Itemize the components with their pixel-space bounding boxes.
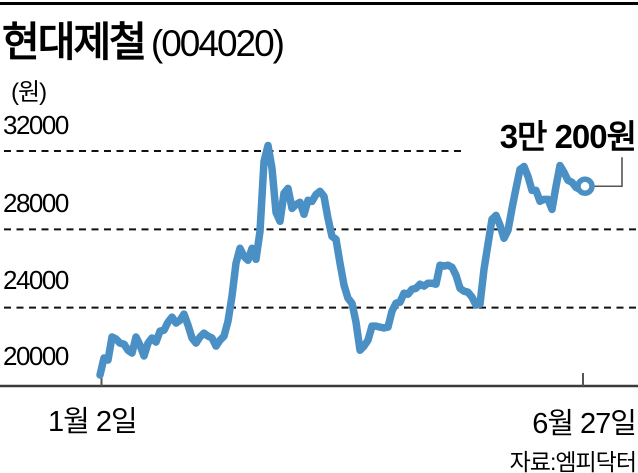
source-credit: 자료:엠피닥터 [509,449,637,473]
stock-name: 현대제철 [2,19,147,65]
y-tick-label-28000: 28000 [3,188,69,218]
x-tick-label-start: 1월 2일 [48,406,138,438]
x-tick-label-end: 6월 27일 [532,408,637,440]
top-border-rule [0,2,638,5]
chart-title: 현대제철 (004020) [2,8,285,68]
y-tick-label-32000: 32000 [3,110,69,140]
stock-code: (004020) [150,23,285,64]
y-axis-unit-label: (원) [11,79,47,106]
last-point-marker [575,176,595,196]
annotation-callout-line [593,157,623,188]
y-tick-label-20000: 20000 [3,341,69,371]
price-line-path [96,141,588,379]
y-tick-label-24000: 24000 [3,265,69,295]
last-price-annotation: 3만 200원 [499,118,637,155]
